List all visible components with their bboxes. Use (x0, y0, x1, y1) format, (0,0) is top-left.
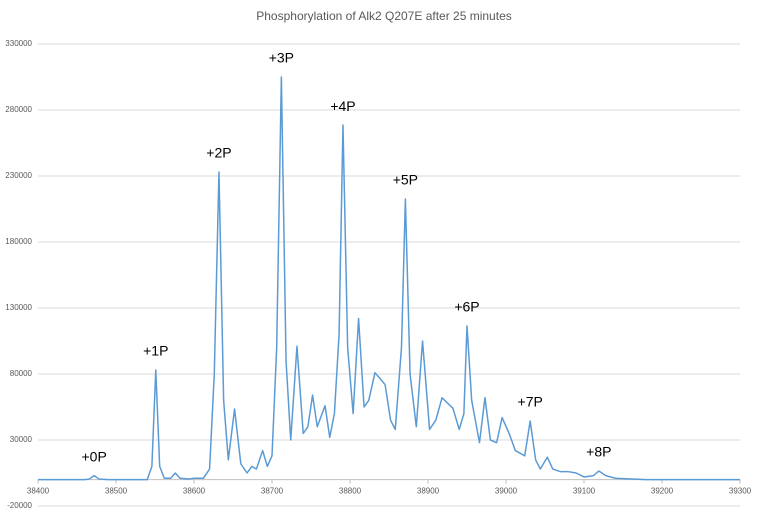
y-tick-label: -20000 (7, 501, 32, 510)
y-tick-label: 130000 (5, 303, 32, 312)
peak-label: +4P (330, 98, 355, 114)
x-tick-label: 39300 (729, 487, 752, 496)
peak-label: +1P (143, 343, 168, 359)
peak-label: +5P (393, 172, 418, 188)
x-tick-label: 38800 (339, 487, 362, 496)
peak-label: +7P (518, 394, 543, 410)
x-tick-label: 38700 (261, 487, 284, 496)
x-tick-label: 39000 (495, 487, 518, 496)
y-tick-label: 330000 (5, 39, 32, 48)
peak-label: +2P (206, 145, 231, 161)
y-tick-label: 30000 (10, 435, 33, 444)
y-tick-label: 180000 (5, 237, 32, 246)
x-tick-label: 39200 (651, 487, 674, 496)
peak-label: +0P (82, 448, 107, 464)
x-tick-label: 39100 (573, 487, 596, 496)
peak-label: +3P (269, 50, 294, 66)
x-tick-label: 38500 (105, 487, 128, 496)
x-tick-label: 38400 (27, 487, 50, 496)
y-tick-label: 80000 (10, 369, 33, 378)
peak-label: +8P (586, 444, 611, 460)
x-tick-label: 38900 (417, 487, 440, 496)
peak-label: +6P (454, 299, 479, 315)
chart-title: Phosphorylation of Alk2 Q207E after 25 m… (256, 9, 512, 23)
y-tick-label: 280000 (5, 105, 32, 114)
spectrum-line (38, 76, 740, 481)
x-tick-label: 38600 (183, 487, 206, 496)
y-tick-label: 230000 (5, 171, 32, 180)
